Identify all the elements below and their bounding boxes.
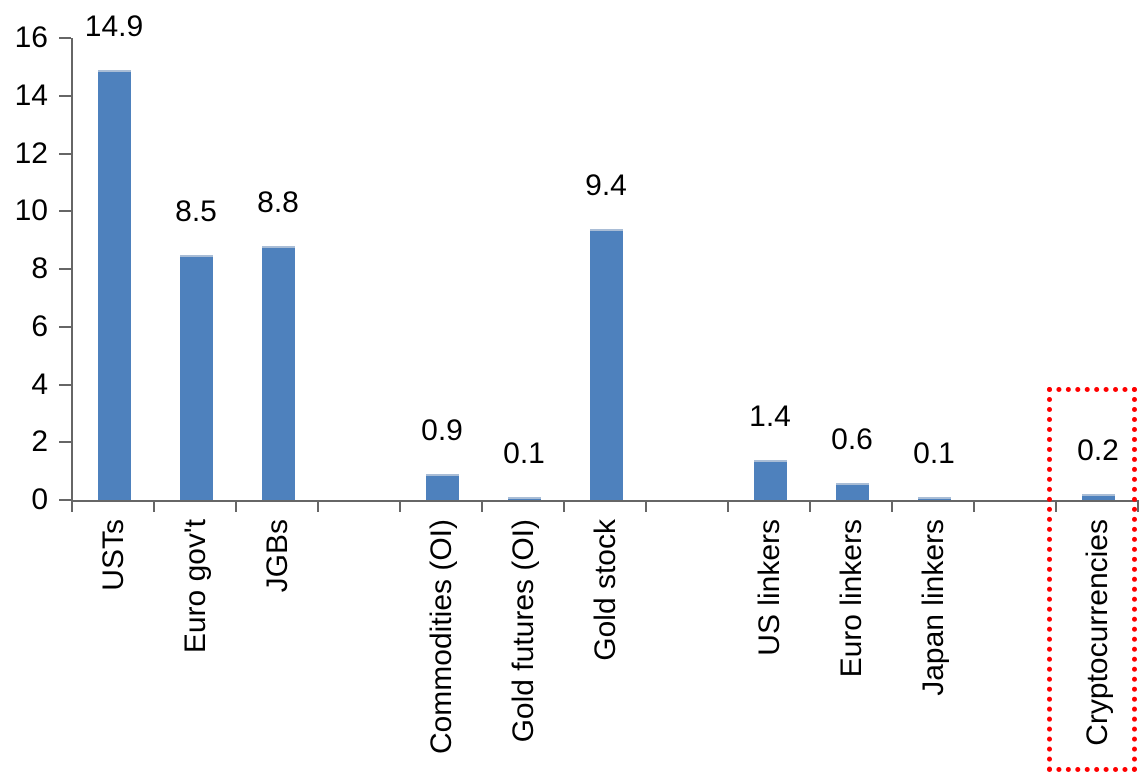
y-axis-tick <box>59 268 71 270</box>
bar-value-label: 0.1 <box>503 437 545 470</box>
category-label: JGBs <box>261 519 294 593</box>
y-tick-label: 4 <box>31 367 48 401</box>
bar <box>1082 494 1115 500</box>
bar-value-label: 0.1 <box>913 437 955 470</box>
category-label: Cryptocurrencies <box>1081 519 1114 746</box>
bar <box>426 474 459 500</box>
y-axis <box>71 38 73 502</box>
bar-value-label: 0.2 <box>1077 434 1119 467</box>
x-axis-tick <box>973 500 975 512</box>
x-axis-tick <box>727 500 729 512</box>
y-axis-tick <box>59 383 71 386</box>
bar-value-label: 8.5 <box>175 195 217 228</box>
y-axis-tick <box>59 94 71 97</box>
y-tick-label: 8 <box>31 252 48 285</box>
highlight-box <box>1047 387 1137 772</box>
x-axis-tick <box>563 500 565 512</box>
bar <box>590 229 623 500</box>
bar-value-label: 1.4 <box>749 400 791 433</box>
category-label: Gold futures (OI) <box>507 519 540 743</box>
bar-value-label: 9.4 <box>585 169 627 202</box>
bar <box>180 255 213 500</box>
x-axis-tick <box>153 500 155 512</box>
y-axis-tick <box>59 152 71 155</box>
y-tick-label: 12 <box>14 136 48 170</box>
category-label: Japan linkers <box>917 519 950 696</box>
bar <box>508 497 541 500</box>
bar <box>754 460 787 500</box>
bar <box>98 70 131 500</box>
y-axis-tick <box>59 499 71 501</box>
bar-value-label: 14.9 <box>84 10 144 43</box>
y-tick-label: 6 <box>31 309 48 343</box>
bar-value-label: 0.6 <box>831 423 873 456</box>
bar <box>836 483 869 500</box>
category-label: Euro gov't <box>179 519 212 654</box>
y-tick-label: 0 <box>31 483 48 516</box>
x-axis-tick <box>1137 500 1139 512</box>
x-axis-tick <box>891 500 893 512</box>
y-tick-label: 10 <box>14 194 48 228</box>
bar-value-label: 8.8 <box>257 186 299 219</box>
y-axis-tick <box>59 441 71 444</box>
category-label: USTs <box>97 519 130 591</box>
x-axis <box>71 500 1139 502</box>
x-axis-tick <box>71 500 73 512</box>
category-label: Euro linkers <box>835 519 868 678</box>
y-tick-label: 14 <box>14 78 48 112</box>
bar-value-label: 0.9 <box>421 414 463 447</box>
category-label: Commodities (OI) <box>425 519 458 755</box>
x-axis-tick <box>1055 500 1057 512</box>
y-axis-tick <box>59 210 71 213</box>
category-label: US linkers <box>753 519 786 656</box>
y-tick-label: 16 <box>14 21 48 54</box>
x-axis-tick <box>481 500 483 512</box>
x-axis-tick <box>809 500 811 512</box>
y-tick-label: 2 <box>31 425 48 459</box>
x-axis-tick <box>317 500 319 512</box>
x-axis-tick <box>399 500 401 512</box>
bar <box>918 497 951 500</box>
y-axis-tick <box>59 37 71 39</box>
bar <box>262 246 295 500</box>
y-axis-tick <box>59 325 71 328</box>
x-axis-tick <box>645 500 647 512</box>
x-axis-tick <box>235 500 237 512</box>
category-label: Gold stock <box>589 519 622 661</box>
